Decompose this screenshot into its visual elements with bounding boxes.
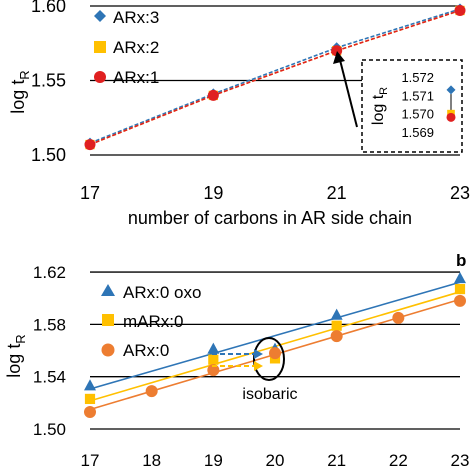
panel-a-y-tick-label: 1.60	[31, 0, 66, 16]
panel-b-series-line	[89, 281, 461, 390]
panel-b-legend: ARx:0 oxo mARx:0 ARx:0	[101, 283, 201, 360]
panel-b-data-point	[454, 294, 466, 307]
inset-y-tick-labels: 1.572 1.571 1.570 1.569	[401, 70, 434, 140]
legend-label: ARx:0 oxo	[123, 283, 201, 302]
panel-a-data-point	[331, 45, 343, 57]
panel-b-data-point	[84, 406, 96, 418]
inset-data-point	[446, 112, 456, 122]
panel-b-data-point	[454, 272, 466, 284]
panel-a-y-axis-label: log tR	[8, 70, 32, 113]
panel-b-data-point	[331, 320, 342, 331]
panel-a-series-line	[89, 8, 461, 144]
panel-a-x-tick-label: 23	[450, 183, 470, 203]
panel-b-data-point	[145, 385, 158, 398]
panel-a-x-tick-label: 17	[80, 183, 100, 203]
panel-b-data-point	[392, 311, 405, 324]
legend-label: mARx:0	[123, 312, 183, 331]
inset-frame	[361, 59, 463, 153]
panel-b-data-point	[454, 283, 466, 295]
legend-marker-triangle	[101, 284, 115, 296]
legend-marker-circle	[101, 343, 115, 357]
panel-b: 1.50 1.54 1.58 1.62 17 18 19 20 21 22 23 b log tR…	[4, 251, 469, 470]
panel-a-x-tick-label: 19	[203, 183, 223, 203]
panel-b-y-axis-label: log tR	[4, 334, 28, 377]
legend-label: ARx:0	[123, 341, 169, 360]
panel-b-x-tick-label: 18	[142, 451, 161, 470]
isobaric-annotation: isobaric	[212, 337, 298, 403]
panel-b-y-tick-labels: 1.50 1.54 1.58 1.62	[33, 263, 66, 439]
panel-a-series	[84, 3, 466, 151]
panel-b-y-tick-label: 1.58	[33, 315, 66, 334]
inset-data-point	[446, 85, 456, 95]
inset-y-tick-label: 1.569	[401, 125, 434, 140]
legend-marker-diamond	[94, 10, 106, 22]
legend-item-arx1: ARx:1	[94, 68, 159, 87]
panel-b-data-point	[207, 342, 220, 354]
isobaric-arrow-blue	[212, 349, 263, 359]
panel-b-data-point	[84, 393, 96, 405]
panel-a-x-tick-label: 21	[327, 183, 347, 203]
legend-item-marx0: mARx:0	[102, 312, 183, 331]
panel-b-x-tick-label: 17	[81, 451, 100, 470]
panel-b-x-tick-label: 22	[389, 451, 408, 470]
legend-marker-square	[102, 314, 114, 326]
legend-item-arx3: ARx:3	[94, 8, 159, 27]
panel-b-y-tick-label: 1.50	[33, 420, 66, 439]
panel-a-x-tick-labels: 17 19 21 23	[80, 183, 470, 203]
panel-b-y-tick-label: 1.62	[33, 263, 66, 282]
legend-marker-square	[94, 41, 106, 53]
panel-a-data-point	[454, 4, 466, 16]
panel-a-y-tick-label: 1.50	[31, 145, 66, 165]
panel-b-data-point	[330, 330, 343, 343]
inset-y-axis-label: log tR	[370, 87, 390, 125]
legend-item-arx0-oxo: ARx:0 oxo	[101, 283, 201, 302]
panel-a-x-axis-label: number of carbons in AR side chain	[128, 208, 412, 228]
panel-b-x-tick-labels: 17 18 19 20 21 22 23	[81, 451, 470, 470]
panel-b-series	[84, 272, 466, 418]
isobaric-label: isobaric	[242, 386, 297, 403]
legend-marker-circle	[94, 71, 106, 83]
legend-label: ARx:3	[113, 8, 159, 27]
inset-y-tick-label: 1.570	[401, 107, 434, 122]
inset-points	[446, 85, 456, 122]
panel-b-x-tick-label: 21	[327, 451, 346, 470]
legend-label: ARx:2	[113, 38, 159, 57]
panel-b-x-tick-label: 23	[451, 451, 470, 470]
inset-y-tick-label: 1.572	[401, 70, 434, 85]
panel-a-series-line	[89, 9, 461, 146]
panel-b-gridlines	[90, 271, 460, 430]
panel-a-data-point	[207, 89, 219, 101]
legend-item-arx2: ARx:2	[94, 38, 159, 57]
panel-a-y-tick-label: 1.55	[31, 71, 66, 91]
legend-item-arx0: ARx:0	[101, 341, 169, 360]
panel-a-legend: ARx:3 ARx:2 ARx:1	[94, 8, 159, 87]
panel-a-y-tick-labels: 1.50 1.55 1.60	[31, 0, 66, 165]
panel-b-data-point	[84, 379, 96, 391]
isobaric-arrow-yellow	[212, 361, 263, 371]
panel-b-y-tick-label: 1.54	[33, 368, 66, 387]
panel-b-label: b	[456, 251, 466, 270]
panel-b-data-point	[207, 364, 220, 377]
panel-b-data-point	[208, 354, 219, 365]
panel-b-data-point	[330, 308, 343, 320]
panel-a-data-point	[84, 139, 96, 151]
panel-a: 1.50 1.55 1.60 17 19 21 23 number of carbons …	[8, 0, 470, 228]
legend-label: ARx:1	[113, 68, 159, 87]
panel-b-x-tick-label: 19	[204, 451, 223, 470]
panel-b-data-point	[269, 347, 281, 360]
panel-b-x-tick-label: 20	[266, 451, 285, 470]
inset-pointer-arrow	[333, 51, 358, 128]
inset-y-tick-label: 1.571	[401, 88, 434, 103]
panel-a-inset: 1.572 1.571 1.570 1.569 log tR	[361, 59, 463, 153]
